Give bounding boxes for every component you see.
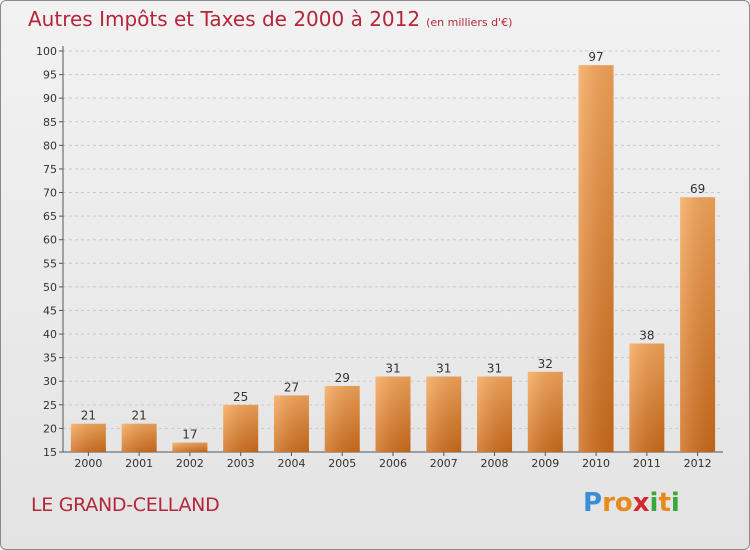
x-tick-label: 2001: [125, 457, 153, 470]
y-tick-label: 50: [43, 281, 57, 294]
y-tick-label: 85: [43, 116, 57, 129]
data-label: 31: [436, 362, 451, 376]
x-tick-label: 2008: [481, 457, 509, 470]
data-label: 38: [639, 328, 654, 342]
y-tick-label: 90: [43, 92, 57, 105]
y-tick-label: 25: [43, 399, 57, 412]
y-tick-label: 80: [43, 139, 57, 152]
data-label: 25: [233, 390, 248, 404]
y-tick-label: 95: [43, 69, 57, 82]
proxiti-logo: Proxiti: [583, 488, 680, 518]
data-label: 31: [487, 362, 502, 376]
x-tick-label: 2009: [531, 457, 559, 470]
y-tick-label: 45: [43, 304, 57, 317]
bar-shade: [70, 423, 106, 452]
data-label: 97: [588, 50, 603, 64]
x-tick-label: 2003: [227, 457, 255, 470]
logo-letter: i: [670, 488, 680, 518]
x-tick-label: 2006: [379, 457, 407, 470]
bar-shade: [629, 343, 665, 452]
logo-letter: i: [649, 488, 659, 518]
bar-shade: [121, 423, 157, 452]
logo-letter: o: [614, 488, 633, 518]
data-label: 21: [132, 409, 147, 423]
x-tick-label: 2011: [633, 457, 661, 470]
chart-title-text: Autres Impôts et Taxes de 2000 à 2012: [28, 7, 421, 31]
x-tick-label: 2002: [176, 457, 204, 470]
x-tick-label: 2004: [277, 457, 305, 470]
bar-shade: [172, 442, 208, 452]
x-tick-label: 2010: [582, 457, 610, 470]
data-label: 27: [284, 380, 299, 394]
x-tick-label: 2005: [328, 457, 356, 470]
data-label: 32: [538, 357, 553, 371]
data-label: 21: [81, 409, 96, 423]
data-label: 29: [335, 371, 350, 385]
bar-shade: [324, 385, 360, 452]
y-tick-label: 15: [43, 446, 57, 459]
bar-shade: [426, 376, 462, 452]
x-tick-label: 2012: [684, 457, 712, 470]
bar-shade: [477, 376, 513, 452]
data-label: 31: [385, 362, 400, 376]
x-tick-label: 2007: [430, 457, 458, 470]
y-tick-label: 75: [43, 163, 57, 176]
data-label: 17: [182, 428, 197, 442]
y-tick-label: 70: [43, 187, 57, 200]
bar-shade: [680, 197, 716, 452]
bar-shade: [223, 404, 259, 452]
y-tick-label: 30: [43, 375, 57, 388]
logo-letter: r: [602, 488, 615, 518]
logo-letter: t: [658, 488, 671, 518]
bar-shade: [578, 65, 614, 452]
data-label: 69: [690, 182, 705, 196]
y-tick-label: 35: [43, 352, 57, 365]
bar-shade: [273, 395, 309, 452]
bar-shade: [375, 376, 411, 452]
y-tick-label: 100: [36, 45, 57, 58]
logo-letter: P: [583, 488, 603, 518]
x-tick-label: 2000: [74, 457, 102, 470]
y-tick-label: 55: [43, 257, 57, 270]
y-tick-label: 65: [43, 210, 57, 223]
bar-shade: [527, 371, 563, 452]
y-tick-label: 60: [43, 234, 57, 247]
place-name: LE GRAND-CELLAND: [31, 494, 220, 516]
chart-subtitle: (en milliers d'€): [426, 16, 513, 29]
logo-letter: x: [632, 488, 650, 518]
y-tick-label: 40: [43, 328, 57, 341]
y-tick-label: 20: [43, 422, 57, 435]
chart-title: Autres Impôts et Taxes de 2000 à 2012 (en…: [28, 7, 512, 31]
